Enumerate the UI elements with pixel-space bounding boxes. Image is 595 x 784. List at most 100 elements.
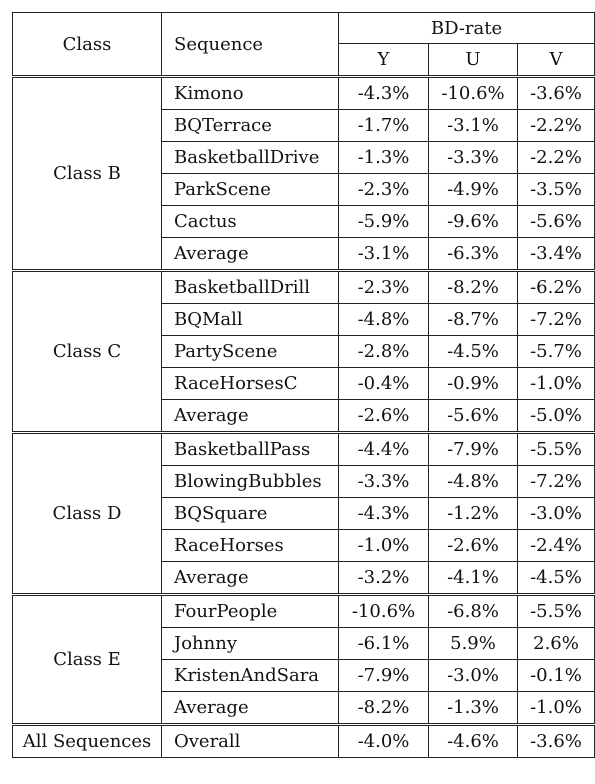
u-cell: -3.1% xyxy=(428,109,518,142)
sequence-cell: BlowingBubbles xyxy=(161,465,339,498)
u-cell: -1.2% xyxy=(428,497,518,530)
v-cell: -2.2% xyxy=(517,141,595,174)
sequence-cell: FourPeople xyxy=(161,593,339,628)
class-cell: Class D xyxy=(12,431,162,595)
u-cell: -8.7% xyxy=(428,303,518,336)
header-v: V xyxy=(517,43,595,77)
sequence-cell: PartyScene xyxy=(161,335,339,368)
bd-rate-table: Class Sequence BD-rate Y U V Class B Kimo… xyxy=(12,12,595,758)
u-cell: 5.9% xyxy=(428,627,518,660)
y-cell: -1.0% xyxy=(338,529,429,562)
y-cell: -2.6% xyxy=(338,399,429,433)
y-cell: -4.3% xyxy=(338,497,429,530)
overall-u-cell: -4.6% xyxy=(428,723,518,758)
u-cell: -8.2% xyxy=(428,269,518,304)
table-row: BQSquare -4.3% -1.2% -3.0% xyxy=(13,497,595,530)
sequence-cell: BQSquare xyxy=(161,497,339,530)
table-row: Cactus -5.9% -9.6% -5.6% xyxy=(13,205,595,238)
table-row: Class B Kimono -4.3% -10.6% -3.6% xyxy=(12,75,595,271)
table-row: Class C BasketballDrill -2.3% -8.2% -6.2% xyxy=(12,269,595,433)
u-cell: -10.6% xyxy=(428,75,518,110)
y-cell: -4.8% xyxy=(338,303,429,336)
table-row: Class E FourPeople -10.6% -6.8% -5.5% xyxy=(12,593,595,725)
v-cell: -3.0% xyxy=(517,497,595,530)
y-cell: -5.9% xyxy=(338,205,429,238)
v-cell: -5.7% xyxy=(517,335,595,368)
sequence-cell: Average xyxy=(161,399,339,433)
overall-row: All Sequences Overall -4.0% -4.6% -3.6% xyxy=(12,723,595,758)
table-body: Class Sequence BD-rate Y U V Class B Kimo… xyxy=(12,12,595,758)
header-sequence: Sequence xyxy=(161,12,339,77)
class-cell: Class E xyxy=(12,593,162,725)
header-y: Y xyxy=(338,43,429,77)
header-row-1: Class Sequence BD-rate xyxy=(12,12,595,77)
v-cell: -2.2% xyxy=(517,109,595,142)
overall-y-cell: -4.0% xyxy=(338,723,429,758)
y-cell: -6.1% xyxy=(338,627,429,660)
v-cell: -6.2% xyxy=(517,269,595,304)
header-u: U xyxy=(428,43,518,77)
v-cell: -3.6% xyxy=(517,75,595,110)
overall-sequence-cell: Overall xyxy=(161,723,339,758)
u-cell: -6.3% xyxy=(428,237,518,271)
y-cell: -1.3% xyxy=(338,141,429,174)
u-cell: -0.9% xyxy=(428,367,518,400)
class-cell: Class C xyxy=(12,269,162,433)
header-row-2: Y U V xyxy=(13,43,595,77)
sequence-cell: Kimono xyxy=(161,75,339,110)
table-row: Average -2.6% -5.6% -5.0% xyxy=(13,399,595,433)
sequence-cell: Average xyxy=(161,237,339,271)
sequence-cell: BasketballPass xyxy=(161,431,339,466)
sequence-cell: ParkScene xyxy=(161,173,339,206)
sequence-cell: Average xyxy=(161,561,339,595)
v-cell: -5.0% xyxy=(517,399,595,433)
y-cell: -3.1% xyxy=(338,237,429,271)
table-row: Average -3.2% -4.1% -4.5% xyxy=(13,561,595,595)
y-cell: -0.4% xyxy=(338,367,429,400)
u-cell: -3.3% xyxy=(428,141,518,174)
table-row: BlowingBubbles -3.3% -4.8% -7.2% xyxy=(13,465,595,498)
y-cell: -3.2% xyxy=(338,561,429,595)
v-cell: -7.2% xyxy=(517,303,595,336)
header-class: Class xyxy=(12,12,162,77)
v-cell: -3.5% xyxy=(517,173,595,206)
header-bdrate: BD-rate xyxy=(338,12,595,44)
u-cell: -9.6% xyxy=(428,205,518,238)
v-cell: -0.1% xyxy=(517,659,595,692)
sequence-cell: BQMall xyxy=(161,303,339,336)
sequence-cell: Average xyxy=(161,691,339,725)
v-cell: -5.6% xyxy=(517,205,595,238)
overall-v-cell: -3.6% xyxy=(517,723,595,758)
v-cell: -1.0% xyxy=(517,367,595,400)
sequence-cell: Cactus xyxy=(161,205,339,238)
u-cell: -4.8% xyxy=(428,465,518,498)
y-cell: -2.3% xyxy=(338,173,429,206)
u-cell: -4.1% xyxy=(428,561,518,595)
sequence-cell: BQTerrace xyxy=(161,109,339,142)
y-cell: -4.4% xyxy=(338,431,429,466)
v-cell: -2.4% xyxy=(517,529,595,562)
v-cell: -1.0% xyxy=(517,691,595,725)
table-row: BasketballDrive -1.3% -3.3% -2.2% xyxy=(13,141,595,174)
u-cell: -4.5% xyxy=(428,335,518,368)
u-cell: -2.6% xyxy=(428,529,518,562)
y-cell: -1.7% xyxy=(338,109,429,142)
u-cell: -4.9% xyxy=(428,173,518,206)
v-cell: -4.5% xyxy=(517,561,595,595)
table-row: Class D BasketballPass -4.4% -7.9% -5.5% xyxy=(12,431,595,595)
y-cell: -8.2% xyxy=(338,691,429,725)
v-cell: 2.6% xyxy=(517,627,595,660)
sequence-cell: BasketballDrill xyxy=(161,269,339,304)
u-cell: -3.0% xyxy=(428,659,518,692)
u-cell: -5.6% xyxy=(428,399,518,433)
sequence-cell: RaceHorses xyxy=(161,529,339,562)
y-cell: -4.3% xyxy=(338,75,429,110)
sequence-cell: Johnny xyxy=(161,627,339,660)
class-cell: Class B xyxy=(12,75,162,271)
u-cell: -7.9% xyxy=(428,431,518,466)
y-cell: -7.9% xyxy=(338,659,429,692)
u-cell: -6.8% xyxy=(428,593,518,628)
sequence-cell: RaceHorsesC xyxy=(161,367,339,400)
y-cell: -10.6% xyxy=(338,593,429,628)
